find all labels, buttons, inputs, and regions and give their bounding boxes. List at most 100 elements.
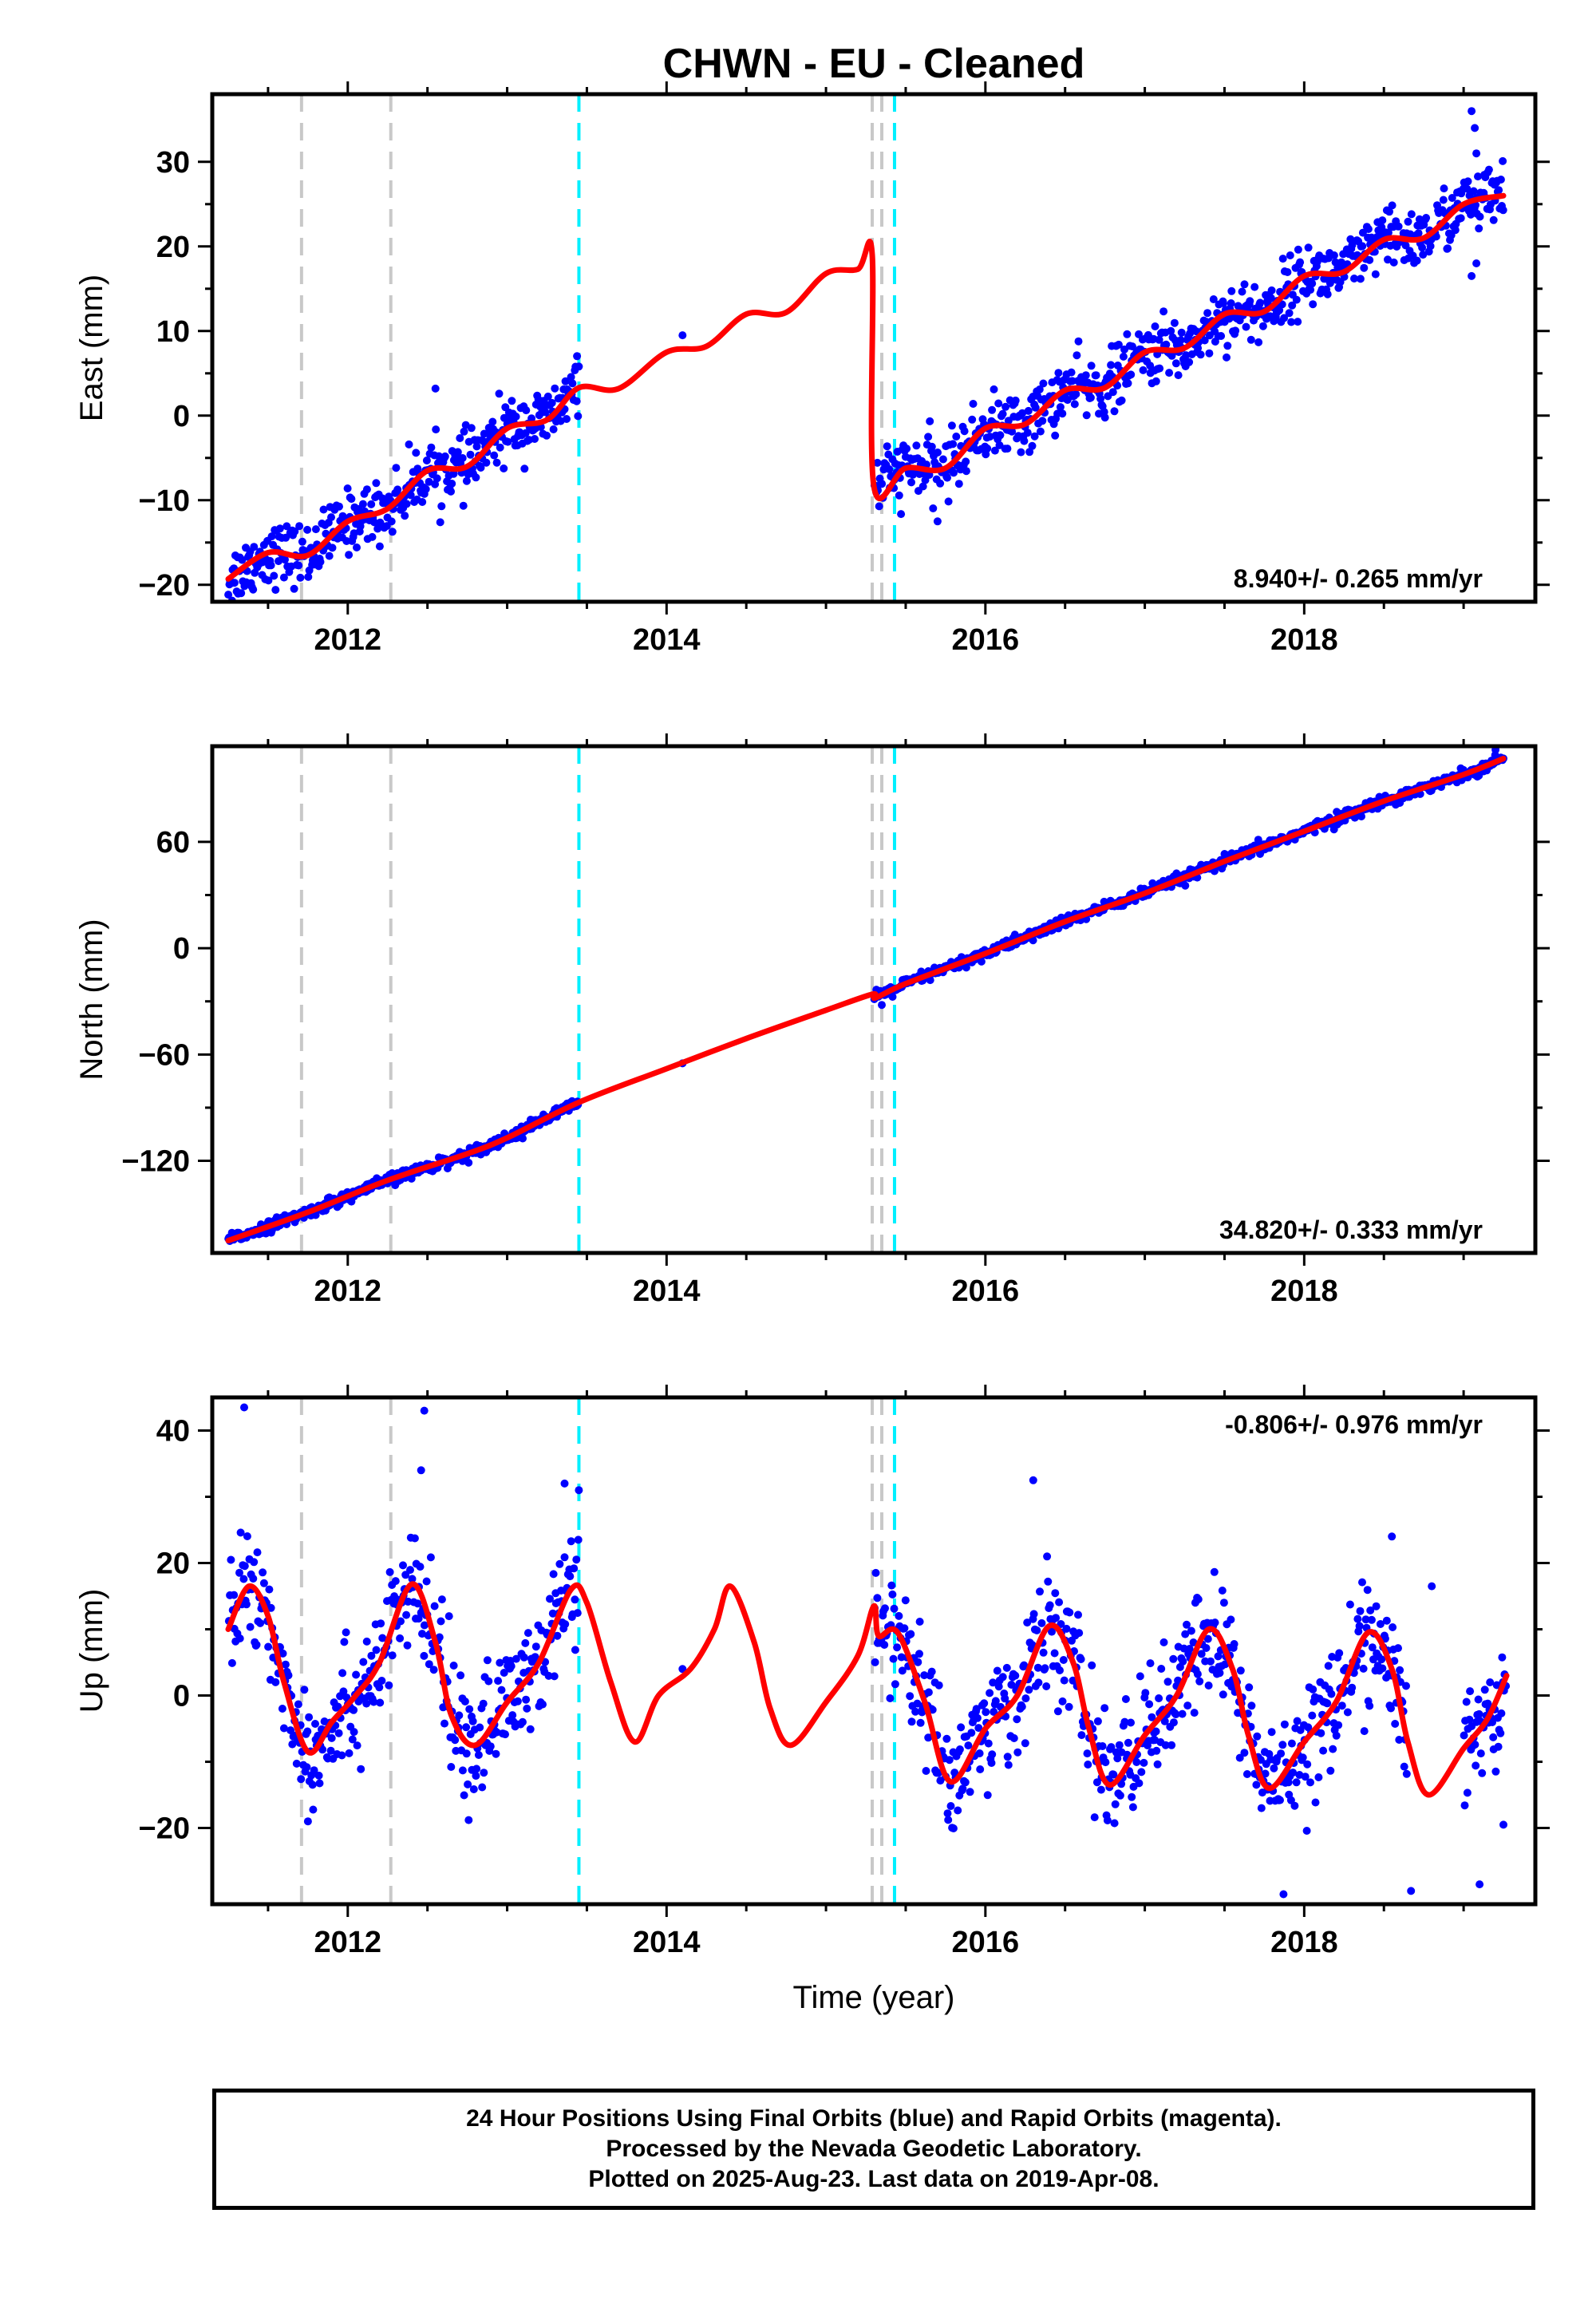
data-point [334, 1729, 343, 1737]
data-point [1181, 881, 1190, 890]
data-point [1323, 1699, 1332, 1708]
data-point [543, 431, 551, 440]
data-point [1167, 326, 1175, 335]
data-point [408, 1575, 417, 1583]
data-point [1246, 335, 1255, 344]
data-point [420, 1651, 429, 1660]
data-point [1426, 242, 1435, 251]
x-tick-label: 2012 [314, 1926, 382, 1959]
data-point [230, 579, 239, 587]
data-point [316, 558, 325, 566]
data-point [521, 429, 530, 437]
data-point [1113, 1754, 1122, 1763]
data-point [281, 1660, 290, 1669]
data-point [1476, 1749, 1485, 1758]
data-point [1074, 337, 1083, 346]
data-point [955, 1745, 964, 1753]
rate-label-east: 8.940+/- 0.265 mm/yr [1234, 564, 1483, 593]
data-point [238, 555, 247, 564]
data-point [460, 1697, 469, 1705]
data-point [370, 518, 378, 527]
data-point [913, 1699, 922, 1708]
data-point [1128, 1803, 1137, 1812]
data-point [998, 409, 1007, 418]
data-point [338, 1669, 347, 1678]
data-point [871, 1568, 880, 1577]
data-point [1211, 1618, 1219, 1627]
data-point [235, 1634, 244, 1642]
data-point [433, 474, 441, 483]
data-point [1052, 1614, 1061, 1622]
data-point [512, 1654, 520, 1663]
data-point [343, 484, 352, 492]
data-point [267, 561, 275, 570]
data-point [1306, 1778, 1314, 1787]
data-point [918, 482, 927, 491]
data-point [500, 464, 508, 472]
rate-label-north: 34.820+/- 0.333 mm/yr [1219, 1215, 1483, 1244]
data-point [936, 479, 945, 488]
data-point [387, 517, 396, 526]
data-point [1011, 396, 1020, 405]
footer-line-1: 24 Hour Positions Using Final Orbits (bl… [466, 2105, 1282, 2132]
data-point [1024, 406, 1033, 415]
data-point [362, 1637, 371, 1646]
data-point [944, 497, 953, 506]
data-point [1190, 1709, 1199, 1717]
data-point [1056, 1666, 1064, 1674]
data-point [425, 477, 433, 486]
data-point [397, 1617, 405, 1626]
data-point [1382, 1616, 1391, 1625]
data-point [298, 537, 306, 546]
data-point [290, 527, 299, 536]
data-point [893, 1643, 902, 1652]
data-point [575, 1486, 583, 1495]
data-point [1402, 1682, 1410, 1690]
data-point [574, 412, 583, 421]
data-point [544, 1671, 553, 1680]
data-point [1256, 1756, 1265, 1765]
data-point [571, 1595, 579, 1604]
data-point [891, 1680, 899, 1689]
data-point [447, 1763, 456, 1771]
data-point [456, 1671, 465, 1680]
data-point [227, 1658, 236, 1667]
data-point [1023, 1618, 1032, 1627]
data-point [1456, 214, 1465, 223]
data-point [880, 1641, 889, 1649]
data-point [944, 1816, 953, 1824]
data-point [1275, 306, 1284, 314]
plot-frame [210, 1395, 1538, 1907]
data-point [551, 384, 559, 393]
data-point [887, 1581, 896, 1590]
data-point [1017, 448, 1025, 456]
data-point [1205, 349, 1214, 358]
data-point [1123, 330, 1132, 338]
data-point [1170, 318, 1179, 327]
data-point [418, 1630, 426, 1638]
data-point [375, 1683, 384, 1692]
data-point [519, 1653, 528, 1662]
data-point [447, 487, 455, 496]
data-point [1100, 1704, 1109, 1713]
data-point [1171, 359, 1180, 368]
data-point [1324, 1662, 1333, 1670]
data-point [547, 398, 556, 407]
data-point [1162, 340, 1171, 349]
data-point [1384, 255, 1392, 264]
data-point [1194, 344, 1203, 353]
panel-up: 2012 2014 2016 2018 −20 0 20 40 Up (mm) -0.806+/-… [74, 1385, 1550, 1959]
data-point [1448, 194, 1456, 202]
data-point [1235, 1753, 1244, 1762]
data-point [1031, 403, 1040, 412]
data-point [1148, 1713, 1156, 1721]
data-point [1151, 322, 1159, 330]
data-point [496, 1658, 504, 1667]
data-point [243, 1532, 251, 1540]
data-point [1194, 1595, 1203, 1603]
data-point [1464, 177, 1472, 186]
data-point [422, 456, 431, 464]
data-point [1396, 799, 1404, 807]
data-point [996, 431, 1005, 440]
